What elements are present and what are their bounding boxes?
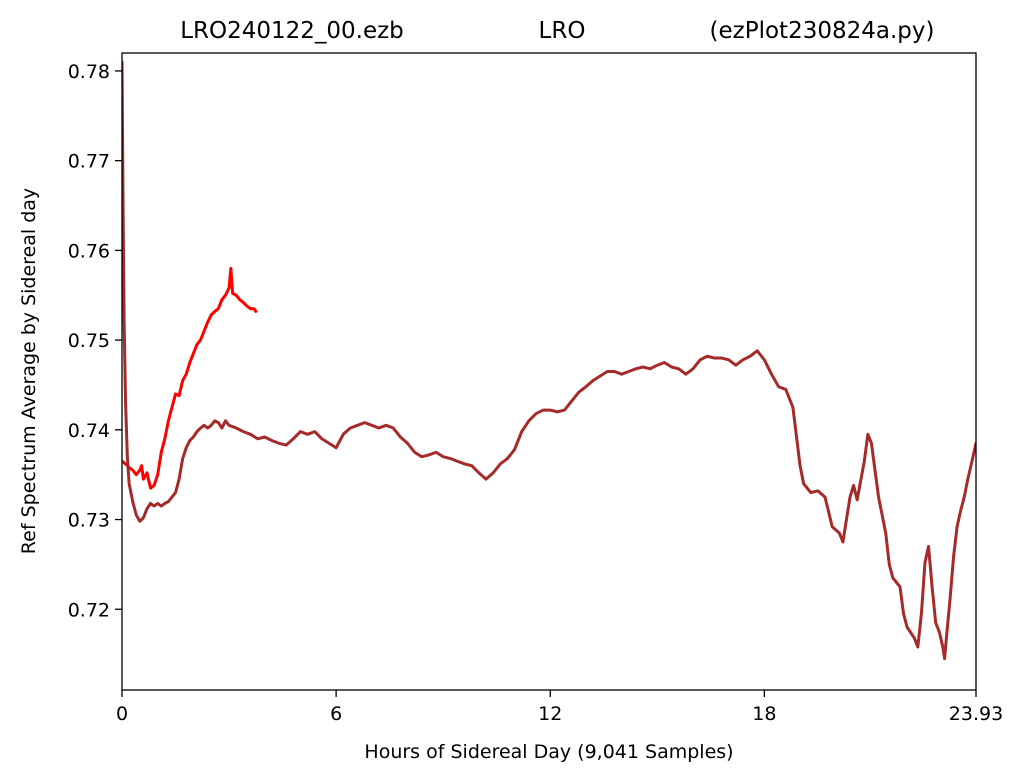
plot-frame	[121, 52, 977, 691]
x-tick-label: 12	[538, 703, 562, 725]
y-tick-label: 0.76	[68, 240, 110, 262]
x-tick-label: 18	[752, 703, 776, 725]
y-axis: 0.72 0.73 0.74 0.75 0.76 0.77 0.78	[68, 61, 122, 621]
y-axis-label: Ref Spectrum Average by Sidereal day	[18, 188, 40, 554]
series-line-2	[122, 60, 976, 661]
title-center: LRO	[539, 18, 586, 44]
series-layer	[122, 60, 976, 661]
title-left: LRO240122_00.ezb	[180, 18, 404, 44]
y-tick-label: 0.75	[68, 330, 110, 352]
y-tick-label: 0.72	[68, 599, 110, 621]
x-axis-label: Hours of Sidereal Day (9,041 Samples)	[364, 741, 733, 763]
series-line-1	[122, 266, 258, 490]
x-tick-label: 6	[330, 703, 342, 725]
y-tick-label: 0.78	[68, 61, 110, 83]
y-tick-label: 0.73	[68, 510, 110, 532]
chart-title: LRO240122_00.ezb LRO (ezPlot230824a.py)	[180, 18, 934, 44]
x-tick-label: 0	[116, 703, 128, 725]
y-tick-label: 0.74	[68, 420, 110, 442]
x-axis: 0 6 12 18 23.93	[116, 690, 1003, 725]
y-tick-label: 0.77	[68, 151, 110, 173]
x-tick-label: 23.93	[949, 703, 1003, 725]
title-right: (ezPlot230824a.py)	[710, 18, 935, 44]
